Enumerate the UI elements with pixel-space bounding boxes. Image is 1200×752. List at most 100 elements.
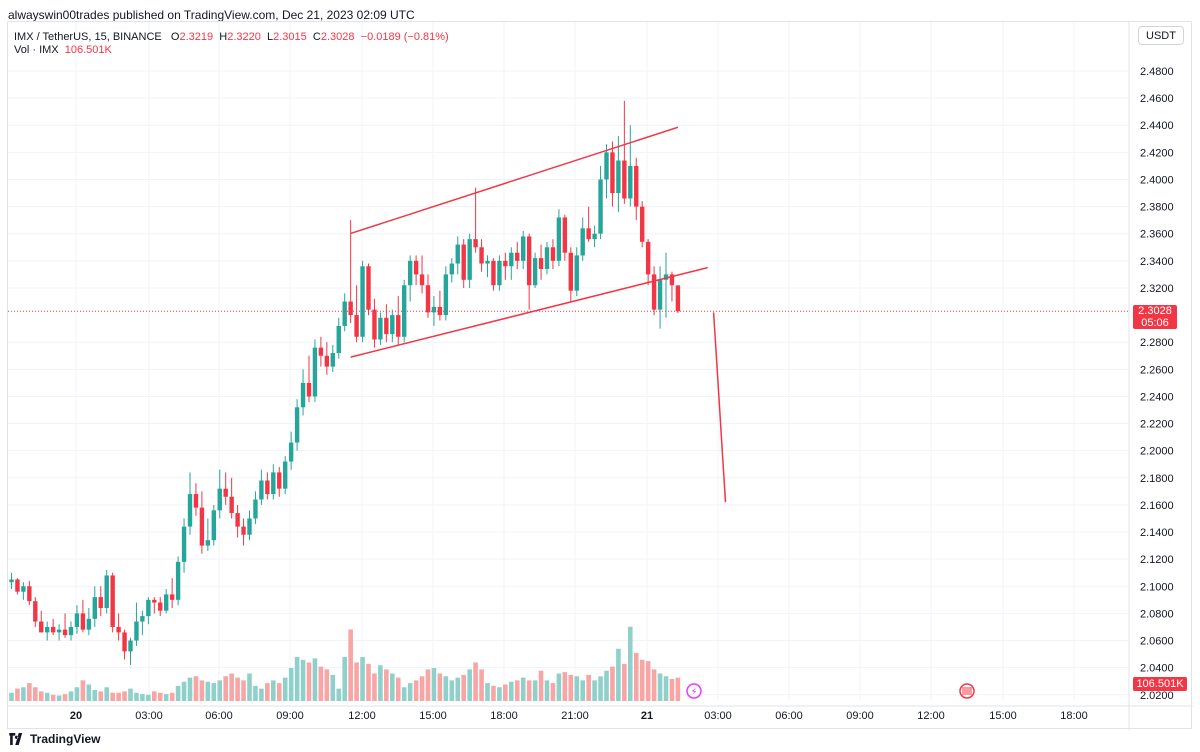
volume-bar [253,685,258,701]
ohlc-row: IMX / TetherUS, 15, BINANCE O2.3219 H2.3… [14,31,449,44]
volume-bar [9,692,14,701]
high-label: H [219,31,228,43]
candle-body [253,499,258,519]
volume-bar [378,665,383,701]
candle-body [544,247,550,269]
volume-bar [657,673,663,701]
candle-body [265,480,270,495]
volume-bar [598,676,603,701]
volume-bar [300,659,306,701]
volume-bar [38,691,44,701]
candle-body [318,347,324,356]
volume-bar [616,648,621,701]
candle-body [116,626,121,633]
candle-body [146,599,151,617]
footer-brand[interactable]: TradingView [30,732,101,746]
volume-bar [62,694,68,701]
footer: TradingView [8,731,100,747]
candle-body [509,252,514,267]
candle-body [33,601,38,622]
y-tick-label: 2.0600 [1140,636,1174,648]
candle-body [80,613,86,630]
candle-body [574,255,579,291]
candle-body [283,461,288,489]
volume-bar [134,692,139,701]
volume-bar [74,687,80,701]
candle-body [556,217,562,261]
close-label: C [312,31,321,43]
candle-body [634,165,639,207]
candle-body [217,488,222,511]
volume-bar [128,688,133,701]
bar-countdown: 05:06 [1141,317,1169,329]
volume-bar [157,692,163,701]
y-tick-label: 2.2400 [1140,391,1174,403]
projection-line [712,312,727,503]
candle-body [378,317,383,340]
symbol-label[interactable]: IMX / TetherUS, 15, BINANCE [14,31,162,43]
y-tick-label: 2.2600 [1140,364,1174,376]
candle-body [62,629,68,636]
volume-bar [68,691,74,701]
volume-bar [140,694,145,701]
currency-button[interactable]: USDT [1138,26,1184,45]
candle-body [431,306,437,313]
y-tick-label: 2.3400 [1140,256,1174,268]
candle-body [645,241,651,275]
volume-bar [663,676,669,701]
x-tick-label: 12:00 [348,710,376,722]
candle-body [663,274,669,280]
candle-body [348,301,353,316]
y-tick-label: 2.3600 [1140,229,1174,241]
candle-body [56,629,62,633]
y-tick-label: 2.4400 [1140,120,1174,132]
volume-row: Vol · IMX 106.501K [14,44,449,57]
y-tick-label: 2.4000 [1140,174,1174,186]
candle-body [229,496,234,514]
volume-bar [217,680,223,701]
volume-bar [419,676,425,701]
candle-body [610,152,615,194]
y-tick-label: 2.3200 [1140,283,1174,295]
volume-bar [401,687,407,701]
candle-body [538,258,544,269]
candle-body [372,309,377,340]
volume-bar [110,692,115,701]
volume-bar [152,691,157,701]
volume-bar [562,672,568,701]
volume-bar [330,674,336,701]
volume-bar [413,680,419,701]
candle-body [491,260,496,286]
candle-body [532,258,538,286]
volume-bar [491,685,496,701]
volume-bar [467,669,472,701]
volume-bar [586,674,591,701]
volume-bar [288,668,294,701]
volume-bar [514,680,520,701]
candle-body [21,586,26,592]
candle-body [235,513,240,527]
volume-bar [455,677,461,701]
us-flag-event-icon [959,683,975,699]
volume-bar [265,683,270,701]
volume-label[interactable]: Vol · IMX [14,44,59,56]
y-tick-label: 2.0800 [1140,608,1174,620]
volume-bar [592,680,597,701]
candle-body [9,579,14,583]
chart-legend: IMX / TetherUS, 15, BINANCE O2.3219 H2.3… [14,31,449,57]
volume-bar [645,661,651,701]
volume-bar [235,677,240,701]
volume-bar [15,688,20,701]
candle-body [503,260,508,267]
candle-body [205,540,211,546]
channel-upper-line [350,126,679,235]
y-tick-label: 2.1200 [1140,554,1174,566]
open-label: O [170,31,180,43]
volume-bar [485,683,490,701]
candle-body [277,472,282,489]
chart-canvas[interactable]: 2.4800 2.4600 2.4400 2.4200 2.4000 2.3800 2.36… [8,22,1193,730]
volume-bar [324,669,330,701]
x-tick-label: 18:00 [1060,710,1088,722]
change-value: −0.0189 (−0.81%) [360,31,449,43]
chart-frame[interactable]: 2.4800 2.4600 2.4400 2.4200 2.4000 2.3800 2.36… [7,21,1193,730]
